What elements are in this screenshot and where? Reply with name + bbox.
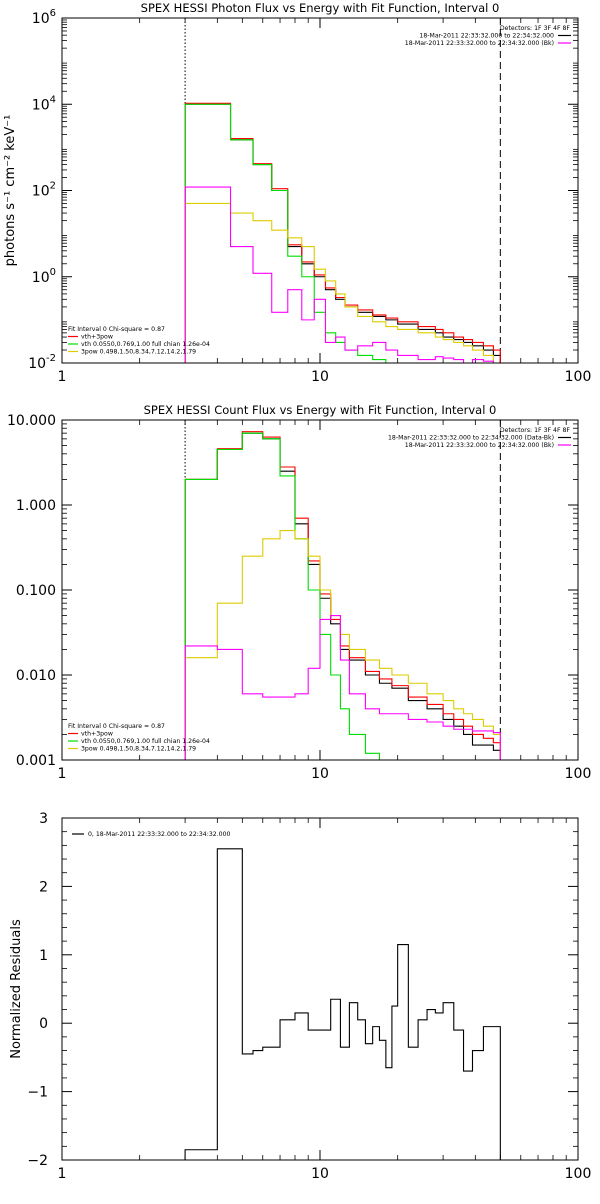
legend-entry: 18-Mar-2011 22:33:32.000 to 22:34:32.000… [388,435,554,442]
x-tick-label: 100 [565,766,592,782]
y-tick-label: 0.100 [16,583,56,599]
y-tick-base: 10 [32,270,50,286]
y-tick-label: 102 [32,181,56,200]
y-tick-exponent: -2 [46,353,56,364]
chart-panel-1: SPEX HESSI Photon Flux vs Energy with Fi… [3,1,591,385]
y-tick-label: 0.001 [16,753,56,769]
y-tick-label: 10.000 [7,413,56,429]
y-tick-exponent: 4 [50,94,56,105]
legend-entry: Detectors: 1F 3F 4F 8F [500,427,571,434]
series-line-2 [184,431,501,760]
plot-area [184,102,501,363]
legend-entry: 3pow 0.498,1.50,8.34,7.12,14.2,1.79 [81,746,196,753]
x-tick-label: 10 [311,369,329,385]
y-tick-base: 10 [32,97,50,113]
series-line-3 [184,432,501,760]
legend-entry: Fit Interval 0 Chi-square = 0.87 [68,326,165,333]
x-tick-label: 100 [565,369,592,385]
legend-entry: vth+3pow [81,334,113,341]
y-tick-label: 0 [39,1016,48,1032]
x-tick-label: 1 [58,369,67,385]
y-tick-label: 10-2 [28,353,56,372]
series-line-3 [184,103,501,363]
plot-frame [61,419,579,761]
y-tick-label: −2 [27,1153,48,1169]
y-axis-label: Normalized Residuals [9,919,24,1059]
legend-entry: Fit Interval 0 Chi-square = 0.87 [68,723,165,730]
y-tick-base: 10 [32,11,50,27]
legend-entry: Detectors: 1F 3F 4F 8F [500,25,571,32]
y-tick-base: 10 [32,184,50,200]
plot-frame [61,17,579,364]
series-line-5 [184,186,501,363]
y-tick-label: 106 [32,8,56,27]
plot-frame [61,817,579,1161]
x-tick-label: 100 [565,1166,592,1182]
plot-area [184,848,501,1160]
x-tick-label: 10 [311,1166,329,1182]
y-tick-label: 2 [39,879,48,895]
series-line-1 [184,432,501,760]
series-line-2 [184,102,501,363]
legend-entry: vth 0.0550,0.769,1.00 full chian 1.26e-0… [81,738,210,745]
series-line-5 [184,615,501,760]
y-tick-label: 1.000 [16,498,56,514]
x-tick-label: 1 [58,766,67,782]
series-line-4 [184,530,501,760]
series-line-4 [184,202,501,363]
x-tick-label: 10 [311,766,329,782]
y-tick-label: 100 [32,267,56,286]
y-tick-base: 10 [28,356,46,372]
x-tick-label: 1 [58,1166,67,1182]
y-axis-label: photons s⁻¹ cm⁻² keV⁻¹ [3,115,18,267]
chart-panel-2: SPEX HESSI Count Flux vs Energy with Fit… [7,403,591,782]
y-tick-label: 104 [32,94,56,113]
series-line-1 [184,848,501,1160]
legend-entry: 3pow 0.498,1.50,8.34,7.12,14.2,1.79 [81,349,196,356]
legend-entry: 18-Mar-2011 22:33:32.000 to 22:34:32.000… [405,442,554,449]
chart-title: SPEX HESSI Count Flux vs Energy with Fit… [144,403,497,417]
legend-entry: vth 0.0550,0.769,1.00 full chian 1.26e-0… [81,341,210,348]
y-tick-exponent: 6 [50,8,56,19]
legend-entry: vth+3pow [81,731,113,738]
y-tick-label: 1 [39,948,48,964]
plot-area [184,431,501,760]
legend-entry: 18-Mar-2011 22:33:32.000 to 22:34:32.000 [419,33,554,40]
y-tick-label: 3 [39,811,48,827]
legend-entry: 18-Mar-2011 22:33:32.000 to 22:34:32.000… [405,40,554,47]
series-line-1 [184,103,501,363]
y-tick-label: −1 [27,1085,48,1101]
y-tick-exponent: 2 [50,181,56,192]
chart-title: SPEX HESSI Photon Flux vs Energy with Fi… [141,1,500,15]
legend-entry: 0, 18-Mar-2011 22:33:32.000 to 22:34:32.… [88,831,231,838]
y-tick-label: 0.010 [16,668,56,684]
y-tick-exponent: 0 [50,267,56,278]
